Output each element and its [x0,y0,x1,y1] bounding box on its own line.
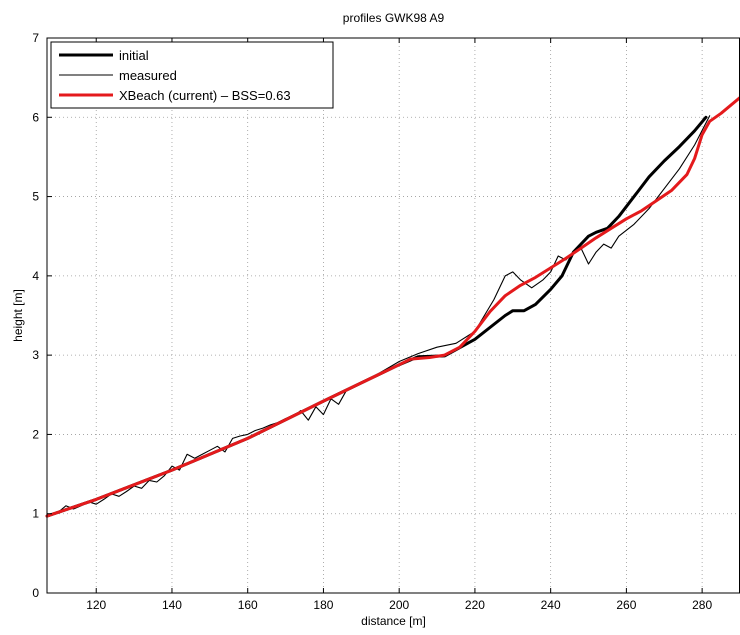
y-tick-label-5: 5 [32,190,39,204]
x-tick-label-5: 220 [465,598,485,612]
chart-title: profiles GWK98 A9 [343,11,445,25]
y-tick-label-1: 1 [32,507,39,521]
series-lines [45,96,740,518]
legend-label-measured: measured [119,68,177,83]
x-tick-label-7: 260 [616,598,636,612]
y-tick-label-6: 6 [32,110,39,124]
axis-ticks: 120 140 160 180 200 220 240 260 280 0 1 2 3 4 5 6 7 [32,31,712,612]
x-tick-label-2: 160 [238,598,258,612]
legend: initial measured XBeach (current) – BSS=… [50,41,334,109]
x-tick-label-8: 280 [692,598,712,612]
x-tick-label-4: 200 [389,598,409,612]
x-axis-label: distance [m] [361,614,426,628]
x-tick-label-0: 120 [86,598,106,612]
y-tick-label-4: 4 [32,269,39,283]
legend-label-xbeach: XBeach (current) – BSS=0.63 [119,88,291,103]
series-line-2 [45,96,740,518]
legend-label-initial: initial [119,48,149,63]
x-tick-label-3: 180 [313,598,333,612]
x-tick-label-1: 140 [162,598,182,612]
y-axis-label: height [m] [11,289,25,342]
x-tick-label-6: 240 [541,598,561,612]
y-tick-label-2: 2 [32,427,39,441]
y-tick-label-0: 0 [32,586,39,600]
y-tick-label-7: 7 [32,31,39,45]
y-tick-label-3: 3 [32,348,39,362]
